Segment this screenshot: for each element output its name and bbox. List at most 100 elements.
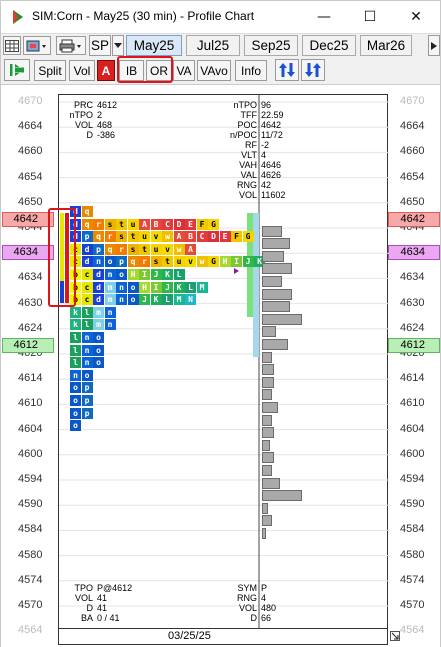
month-tab-jul25[interactable]: Jul25 [186, 35, 240, 56]
toolbar-button-va[interactable]: VA [173, 60, 195, 81]
tpo-letter: q [104, 243, 116, 255]
tpo-letter: c [81, 294, 93, 306]
shift-up-icon[interactable] [275, 59, 299, 81]
tpo-letter: C [196, 231, 208, 243]
tpo-letter: m [104, 281, 116, 293]
minimize-button[interactable]: — [317, 9, 331, 25]
volume-bar [262, 301, 290, 313]
left-price-label: 4600 [18, 447, 43, 460]
tpo-letter: n [81, 357, 93, 369]
month-tab-sep25[interactable]: Sep25 [244, 35, 298, 56]
tpo-letter: n [116, 294, 127, 306]
stat-key: D [86, 130, 94, 140]
scroll-right-icon[interactable] [428, 35, 440, 56]
grid-icon[interactable] [3, 36, 21, 55]
color-picker-icon[interactable] [23, 36, 51, 55]
tpo-letter: p [81, 395, 93, 406]
print-icon[interactable] [56, 36, 86, 55]
tpo-letter: D [208, 231, 219, 243]
window-title: SIM:Corn - May25 (30 min) - Profile Char… [32, 9, 255, 23]
left-price-label: 4650 [18, 195, 43, 208]
tpo-letter: r [93, 218, 104, 230]
left-price-label: 4574 [18, 573, 43, 586]
month-tab-mar26[interactable]: Mar26 [360, 35, 412, 56]
left-price-label: 4610 [18, 397, 43, 410]
tpo-letter: p [81, 382, 93, 394]
title-bar: SIM:Corn - May25 (30 min) - Profile Char… [1, 1, 440, 33]
volume-bar [262, 477, 280, 489]
volume-bar [262, 364, 274, 376]
tpo-letter: p [93, 243, 104, 255]
jump-to-start-icon[interactable] [4, 59, 30, 81]
tpo-letter: F [231, 231, 242, 243]
tpo-letter: o [127, 281, 139, 293]
tpo-letter: n [104, 269, 116, 280]
tpo-letter: q [81, 206, 93, 217]
toolbar-button-info[interactable]: Info [235, 60, 267, 81]
toolbar-button-vol[interactable]: Vol [69, 60, 95, 81]
left-price-label: 4580 [18, 548, 43, 561]
left-price-label: 4660 [18, 145, 43, 158]
stat-value: P [261, 583, 268, 593]
tpo-letter: M [173, 294, 185, 306]
stat-value: 4 [261, 150, 267, 160]
toolbar-button-ib[interactable]: IB [119, 60, 144, 81]
stat-value: 4626 [261, 170, 282, 180]
tpo-letter: I [139, 269, 150, 280]
maximize-button[interactable]: ☐ [363, 9, 377, 25]
toolbar-button-or[interactable]: OR [146, 60, 172, 81]
resize-corner-icon[interactable] [390, 631, 400, 641]
month-tab-may25[interactable]: May25 [126, 35, 182, 56]
symbol-dropdown-icon[interactable] [112, 35, 124, 56]
tpo-letter: B [150, 218, 162, 230]
tpo-letter: K [254, 256, 265, 268]
shift-down-icon[interactable] [301, 59, 325, 81]
toolbar-button-split[interactable]: Split [34, 60, 66, 81]
stat-value: 96 [261, 100, 272, 110]
tpo-letter: J [150, 269, 162, 280]
volume-bar [262, 402, 278, 413]
tpo-letter: o [70, 382, 81, 394]
stat-value: 42 [261, 180, 272, 190]
tpo-letter: d [81, 243, 93, 255]
month-tab-dec25[interactable]: Dec25 [302, 35, 356, 56]
tpo-letter: o [93, 357, 104, 369]
tpo-letter: n [104, 306, 116, 318]
toolbar-button-a[interactable]: A [97, 60, 115, 81]
right-price-label: 4630 [400, 296, 425, 309]
tpo-letter: o [81, 369, 93, 381]
right-price-label: 4654 [400, 170, 425, 183]
tpo-letter: l [70, 332, 81, 343]
stat-key: VOL [74, 120, 93, 130]
left-price-label: 4584 [18, 523, 43, 536]
left-price-label: 4570 [18, 599, 43, 611]
volume-bar [262, 427, 274, 439]
ib-or-highlight [117, 56, 173, 83]
tpo-letter: l [70, 344, 81, 356]
tpo-letter: H [127, 269, 139, 280]
left-price-label: 4654 [18, 170, 43, 183]
profile-plot[interactable]: PRC 4612 nTPO 2 VOL 468 D -386 nTPO 96 TFF 22.59 PO… [58, 94, 389, 630]
toolbar-button-vavo[interactable]: VAvo [197, 60, 231, 81]
tpo-letter: C [162, 218, 173, 230]
volume-bar [262, 351, 272, 363]
close-button[interactable]: ✕ [410, 9, 422, 25]
stat-key: SYM [237, 583, 257, 593]
tpo-letter: H [219, 256, 231, 268]
tpo-letter: l [70, 357, 81, 369]
tpo-letter: p [81, 231, 93, 243]
symbol-button[interactable]: SP [89, 35, 111, 56]
tpo-letter: n [116, 281, 127, 293]
tpo-letter: c [81, 269, 93, 280]
tpo-letter: o [70, 420, 81, 432]
volume-bar [262, 439, 270, 451]
stat-key: RF [245, 140, 257, 150]
right-price-label: 4590 [400, 498, 425, 511]
left-price-label: 4670 [18, 95, 43, 107]
tpo-letter: A [185, 243, 196, 255]
right-price-label: 4614 [400, 372, 425, 385]
stat-key: VOL [238, 190, 257, 200]
tpo-letter: s [116, 231, 127, 243]
tpo-letter: w [196, 256, 208, 268]
ib-blue-bar [60, 281, 64, 303]
